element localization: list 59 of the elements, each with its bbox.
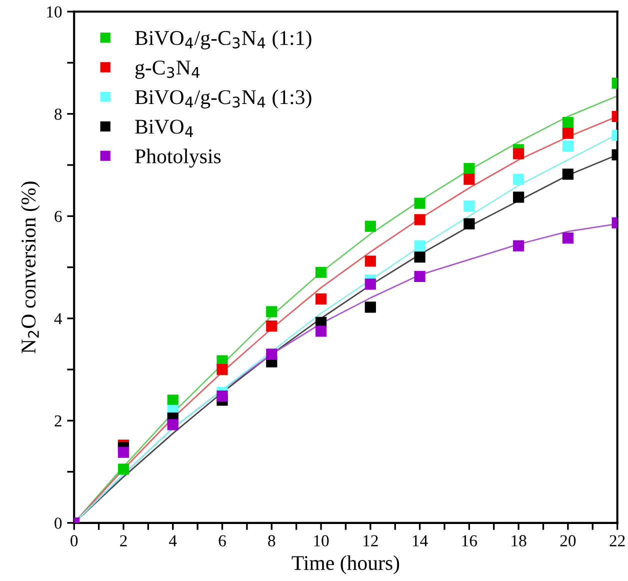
- point: [562, 168, 574, 180]
- point: [266, 306, 278, 318]
- point: [118, 446, 130, 458]
- point: [216, 390, 228, 402]
- legend-label: BiVO$_{4}$: [135, 120, 193, 137]
- x-tick-label: 0: [70, 535, 78, 546]
- point: [414, 251, 426, 263]
- y-tick-label: 8: [54, 108, 62, 120]
- y-tick-label: 10: [47, 6, 62, 18]
- point: [513, 174, 524, 185]
- y-tick-label: 4: [54, 313, 62, 324]
- point: [364, 278, 376, 290]
- x-tick-label: 20: [560, 535, 576, 546]
- point: [464, 174, 475, 185]
- point: [315, 293, 327, 305]
- point: [364, 220, 376, 232]
- point: [266, 348, 278, 360]
- point: [167, 394, 178, 406]
- x-tick-label: 10: [314, 535, 329, 546]
- point: [464, 200, 475, 212]
- point: [562, 128, 574, 139]
- x-tick-label: 6: [218, 535, 226, 546]
- x-tick-label: 2: [120, 535, 127, 546]
- legend-label: g-C$_{3}$N$_{4}$: [135, 60, 200, 79]
- point: [562, 232, 574, 244]
- x-tick-label: 16: [462, 535, 478, 546]
- point: [513, 148, 524, 160]
- legend-label: BiVO$_{4}$/g-C$_{3}$N$_{4}$ (1:3): [135, 90, 312, 108]
- x-tick-label: 14: [412, 535, 428, 546]
- point: [315, 326, 327, 337]
- x-tick-label: 22: [610, 535, 625, 546]
- y-tick-label: 0: [54, 518, 62, 529]
- x-tick-label: 4: [169, 535, 177, 546]
- point: [414, 240, 426, 252]
- point: [118, 464, 130, 475]
- legend-label: Photolysis: [135, 148, 221, 168]
- point: [315, 266, 327, 278]
- point: [364, 302, 376, 313]
- point: [266, 320, 278, 332]
- point: [414, 270, 426, 282]
- point: [513, 192, 524, 203]
- point: [167, 419, 178, 430]
- point: [216, 364, 228, 376]
- point: [464, 163, 475, 174]
- point: [364, 256, 376, 267]
- x-tick-label: 18: [512, 535, 526, 546]
- x-tick-label: 8: [268, 535, 276, 546]
- point: [562, 117, 574, 128]
- y-tick-label: 2: [54, 415, 62, 426]
- point: [562, 140, 574, 152]
- y-tick-label: 6: [54, 210, 62, 222]
- point: [414, 198, 426, 209]
- y-axis-title: N$_{2}$O conversion (%): [20, 182, 40, 354]
- point: [513, 240, 524, 252]
- point: [464, 218, 475, 230]
- x-axis-title: Time (hours): [292, 555, 400, 574]
- point: [414, 214, 426, 226]
- legend-label: BiVO$_{4}$/g-C$_{3}$N$_{4}$ (1:1): [135, 30, 312, 50]
- x-tick-label: 12: [364, 535, 378, 546]
